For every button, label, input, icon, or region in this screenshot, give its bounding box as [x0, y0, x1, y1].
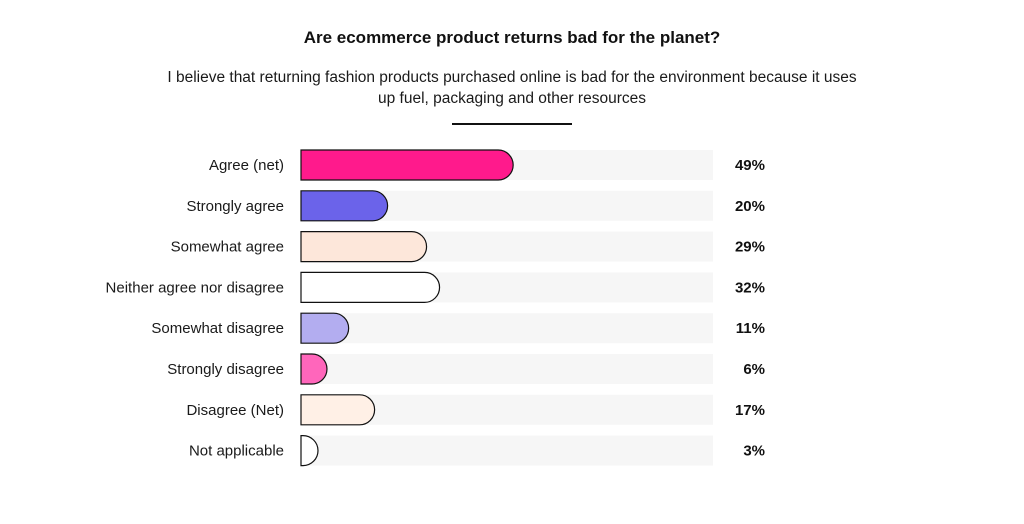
- category-label: Not applicable: [189, 443, 284, 460]
- value-label: 11%: [736, 320, 765, 337]
- bar: [300, 353, 328, 385]
- category-label: Disagree (Net): [186, 402, 284, 419]
- category-label: Somewhat agree: [171, 239, 284, 256]
- value-label: 3%: [743, 443, 765, 460]
- bar: [300, 149, 514, 181]
- bar: [300, 231, 428, 263]
- category-label: Agree (net): [209, 157, 284, 174]
- chart-subtitle: I believe that returning fashion product…: [167, 69, 857, 107]
- bar: [300, 271, 441, 303]
- bar-track: [301, 313, 713, 344]
- value-label: 20%: [735, 198, 765, 215]
- bar-track: [301, 354, 713, 384]
- bar-track: [301, 435, 713, 466]
- category-label: Somewhat disagree: [151, 320, 284, 337]
- title-divider: [452, 123, 572, 125]
- value-label: 32%: [735, 279, 765, 296]
- category-label: Strongly disagree: [167, 361, 284, 378]
- category-label: Strongly agree: [186, 198, 284, 215]
- bar: [300, 312, 350, 344]
- bar: [300, 190, 389, 222]
- bar: [300, 435, 319, 467]
- value-label: 6%: [743, 361, 765, 378]
- value-label: 17%: [735, 402, 765, 419]
- category-label: Neither agree nor disagree: [106, 279, 284, 296]
- chart-title: Are ecommerce product returns bad for th…: [303, 28, 721, 47]
- value-label: 49%: [735, 157, 765, 174]
- bar: [300, 394, 376, 426]
- value-label: 29%: [735, 239, 765, 256]
